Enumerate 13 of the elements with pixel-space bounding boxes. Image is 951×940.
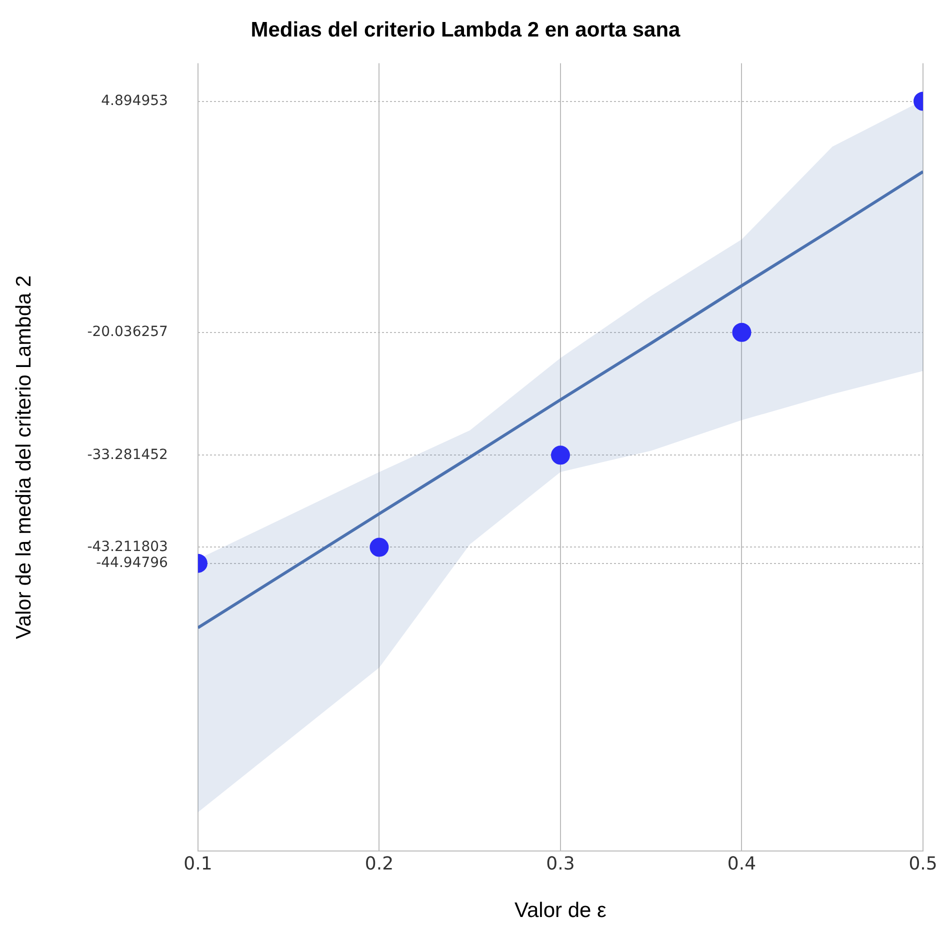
chart-title: Medias del criterio Lambda 2 en aorta sana [250,18,681,42]
y-tick-label: -43.211803 [87,538,168,555]
y-tick-label: -44.94796 [96,554,168,571]
x-tick-label: 0.5 [908,854,938,875]
x-axis-title: Valor de ε [514,899,606,922]
y-axis-title: Valor de la media del criterio Lambda 2 [12,275,36,640]
x-tick-label: 0.3 [546,854,575,875]
x-tick-label: 0.4 [727,854,756,875]
x-tick-label: 0.2 [364,854,394,875]
y-tick-label: -33.281452 [87,446,168,463]
y-tick-label: -20.036257 [87,324,168,340]
x-tick-label: 0.1 [184,854,212,875]
y-tick-label: 4.894953 [101,92,168,109]
